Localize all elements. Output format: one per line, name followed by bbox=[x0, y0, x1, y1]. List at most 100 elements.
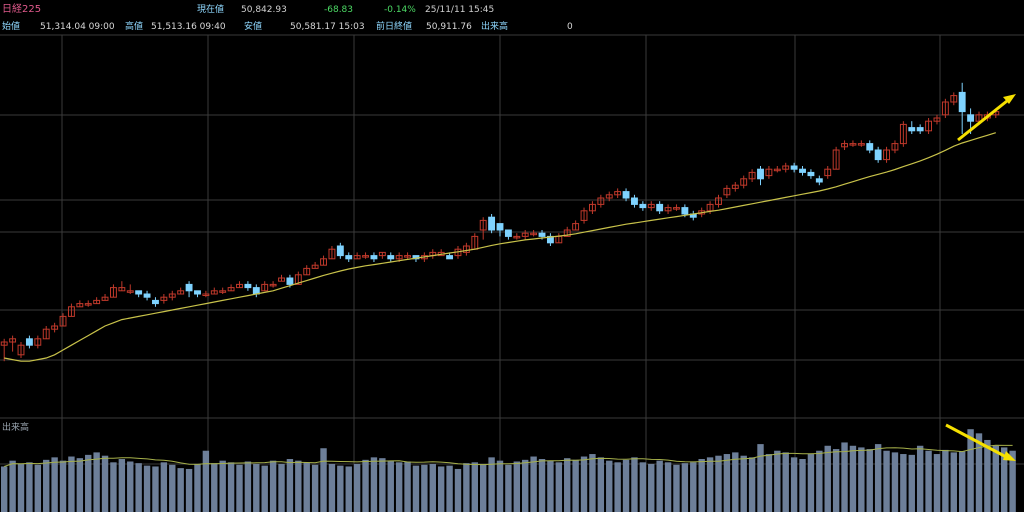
volume-bar-100 bbox=[841, 442, 848, 512]
candle-body-46 bbox=[387, 255, 395, 260]
volume-bar-39 bbox=[328, 463, 336, 512]
volume-bar-83 bbox=[698, 459, 705, 512]
candle-body-73 bbox=[614, 191, 622, 196]
grid-lines bbox=[0, 34, 1024, 512]
volume-bar-85 bbox=[715, 455, 722, 512]
low-value: 50,581.17 15:03 bbox=[290, 22, 365, 32]
candle-body-98 bbox=[824, 168, 832, 177]
candle-body-14 bbox=[118, 287, 126, 292]
volume-bar-61 bbox=[513, 461, 521, 512]
volume-bar-117 bbox=[984, 439, 991, 512]
volume-bar-18 bbox=[152, 466, 159, 512]
candle-body-29 bbox=[244, 283, 252, 289]
candle-body-61 bbox=[513, 235, 521, 239]
volume-bar-69 bbox=[580, 456, 588, 512]
candle-body-90 bbox=[757, 168, 764, 180]
prev-close-value: 50,911.76 bbox=[426, 22, 472, 32]
candle-body-97 bbox=[815, 178, 823, 183]
candle-body-85 bbox=[715, 197, 722, 205]
volume-bar-23 bbox=[194, 463, 201, 512]
volume-label: 出来高 bbox=[481, 22, 509, 32]
volume-bar-65 bbox=[547, 460, 554, 512]
candle-body-93 bbox=[782, 165, 790, 170]
high-label: 高値 bbox=[125, 22, 144, 32]
volume-bar-72 bbox=[606, 460, 613, 512]
volume-bar-21 bbox=[177, 468, 184, 512]
quote-header-row1: 日経225 現在値 50,842.93 -68.83 -0.14% 25/11/… bbox=[0, 3, 1024, 17]
volume-bar-81 bbox=[681, 463, 689, 512]
volume-bars bbox=[1, 429, 1016, 512]
volume-bar-40 bbox=[337, 465, 344, 512]
candle-body-115 bbox=[967, 114, 975, 122]
candle-body-28 bbox=[236, 283, 243, 289]
candle-body-59 bbox=[496, 223, 504, 231]
volume-bar-13 bbox=[110, 462, 117, 512]
down-arrow-head bbox=[1003, 451, 1016, 461]
candle-body-62 bbox=[521, 232, 529, 237]
candle-body-55 bbox=[462, 245, 470, 253]
candle-body-3 bbox=[25, 338, 33, 346]
volume-bar-54 bbox=[454, 468, 462, 512]
volume-bar-25 bbox=[211, 463, 218, 512]
candle-body-106 bbox=[891, 143, 899, 151]
candle-body-67 bbox=[563, 229, 571, 237]
volume-value: 0 bbox=[567, 22, 573, 32]
candle-body-26 bbox=[219, 290, 227, 293]
change-value: -68.83 bbox=[324, 5, 354, 15]
candle-body-43 bbox=[362, 255, 369, 258]
candle-body-70 bbox=[588, 203, 596, 212]
volume-bar-71 bbox=[597, 457, 605, 512]
candle-body-2 bbox=[17, 344, 25, 356]
volume-bar-8 bbox=[68, 456, 75, 512]
candle-body-37 bbox=[311, 264, 319, 269]
volume-bar-41 bbox=[345, 466, 352, 512]
volume-bar-4 bbox=[34, 464, 42, 512]
candle-body-20 bbox=[168, 293, 176, 298]
candle-body-18 bbox=[152, 299, 159, 305]
volume-bar-115 bbox=[967, 429, 974, 512]
volume-bar-119 bbox=[1001, 447, 1008, 512]
candle-body-81 bbox=[681, 207, 689, 215]
volume-bar-87 bbox=[732, 452, 739, 512]
volume-bar-79 bbox=[664, 462, 672, 512]
volume-bar-14 bbox=[118, 459, 126, 512]
volume-bar-96 bbox=[807, 454, 815, 512]
current-price-value: 50,842.93 bbox=[241, 5, 287, 15]
candle-body-64 bbox=[538, 232, 546, 237]
volume-bar-94 bbox=[790, 457, 798, 512]
prev-close-label: 前日終値 bbox=[376, 22, 413, 32]
candle-body-102 bbox=[857, 143, 865, 146]
candle-body-13 bbox=[110, 287, 117, 298]
volume-bar-105 bbox=[883, 450, 890, 512]
candle-body-12 bbox=[101, 296, 109, 301]
candle-body-87 bbox=[731, 184, 739, 189]
volume-bar-15 bbox=[127, 461, 134, 512]
volume-bar-47 bbox=[395, 462, 403, 512]
volume-bar-90 bbox=[757, 444, 764, 512]
volume-bar-12 bbox=[101, 455, 109, 512]
candle-body-79 bbox=[664, 207, 672, 212]
candle-body-68 bbox=[572, 223, 580, 231]
candle-body-41 bbox=[345, 255, 353, 260]
candle-body-63 bbox=[530, 232, 538, 236]
volume-bar-19 bbox=[160, 462, 168, 512]
volume-bar-99 bbox=[832, 449, 840, 512]
volume-bar-5 bbox=[43, 459, 50, 512]
volume-bar-27 bbox=[227, 462, 235, 512]
volume-bar-73 bbox=[614, 462, 621, 512]
volume-bar-51 bbox=[429, 463, 436, 512]
volume-bar-67 bbox=[564, 458, 571, 512]
candle-body-34 bbox=[286, 277, 294, 285]
candle-body-111 bbox=[933, 117, 941, 122]
volume-bar-17 bbox=[143, 465, 151, 512]
candle-body-21 bbox=[177, 290, 185, 295]
volume-bar-16 bbox=[135, 463, 142, 512]
candle-body-31 bbox=[261, 283, 269, 292]
volume-bar-68 bbox=[572, 459, 579, 512]
candle-body-105 bbox=[883, 149, 890, 161]
volume-bar-59 bbox=[496, 460, 504, 512]
volume-bar-78 bbox=[656, 460, 663, 512]
candle-body-76 bbox=[639, 203, 647, 209]
candle-body-77 bbox=[647, 203, 655, 209]
